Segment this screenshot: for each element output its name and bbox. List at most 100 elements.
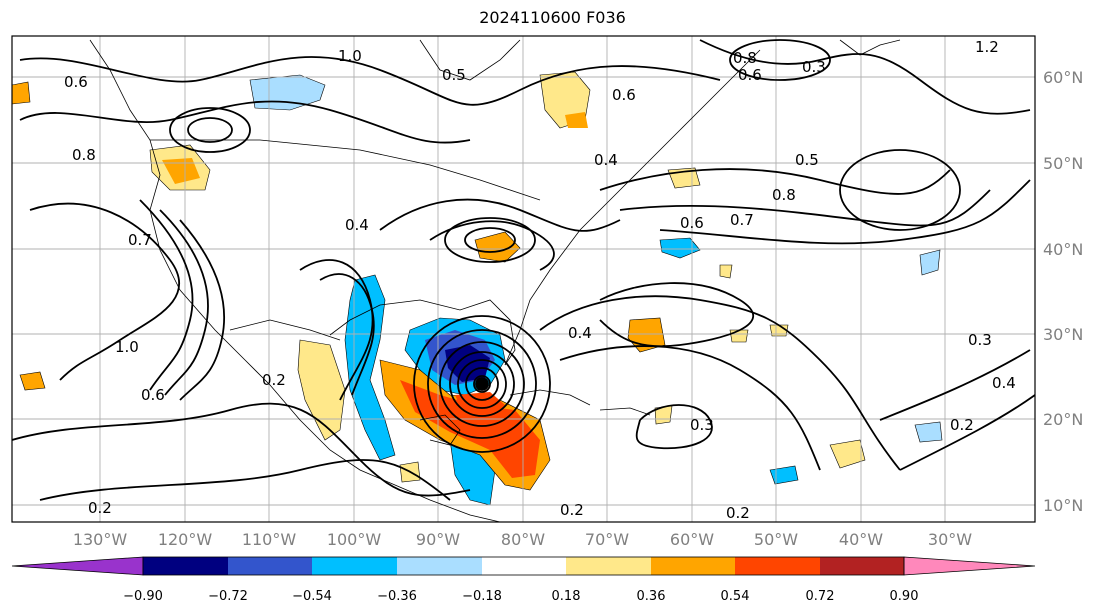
border-us-mexico xyxy=(229,319,341,341)
border-us-canada xyxy=(150,139,541,201)
hurricane-ring xyxy=(413,315,551,453)
contour-line xyxy=(699,39,1031,115)
contour-label: 0.4 xyxy=(568,324,592,342)
shade-red-caribbean xyxy=(400,380,540,478)
contour-label: 0.4 xyxy=(345,216,369,234)
hurricane-core xyxy=(475,377,489,391)
latitude-label: 30°N xyxy=(1043,325,1083,344)
hurricane-ring xyxy=(465,367,499,401)
shade-orange-pnw xyxy=(162,158,200,184)
contour-line xyxy=(635,404,713,450)
shade-blue-dark xyxy=(445,345,490,382)
colorbar-tick: −0.18 xyxy=(462,589,502,604)
contour-line xyxy=(139,199,194,391)
contour-line xyxy=(899,394,1035,471)
contour-line xyxy=(659,179,1031,245)
contour-line xyxy=(599,282,755,348)
contour-line xyxy=(39,459,451,501)
coastline-west xyxy=(89,39,501,522)
colorbar: −0.90 −0.72 −0.54 −0.36 −0.18 0.18 0.36 … xyxy=(11,556,1036,604)
contour-line xyxy=(729,39,831,81)
contour-label: 0.7 xyxy=(128,231,152,249)
colorbar-segment xyxy=(312,557,397,575)
longitude-label: 50°W xyxy=(754,530,798,549)
contour-label: 0.4 xyxy=(992,374,1016,392)
contour-label: 0.6 xyxy=(738,66,762,84)
colorbar-segment xyxy=(143,557,228,575)
colorbar-frame xyxy=(142,556,905,576)
hurricane-ring xyxy=(427,329,537,439)
colorbar-segment xyxy=(228,557,312,575)
hurricane-ring xyxy=(439,341,525,427)
contour-line xyxy=(19,56,721,106)
coastline-east xyxy=(504,49,761,366)
contour-label: 0.2 xyxy=(560,501,584,519)
contour-line xyxy=(159,209,209,396)
contour-label: 0.6 xyxy=(141,386,165,404)
contour-line xyxy=(187,117,233,143)
contour-label: 0.2 xyxy=(88,499,112,517)
contour-label: 0.2 xyxy=(726,504,750,522)
longitude-label: 40°W xyxy=(839,530,883,549)
coastline-cuba xyxy=(509,389,591,406)
longitude-label: 80°W xyxy=(501,530,545,549)
longitude-label: 130°W xyxy=(73,530,128,549)
contour-labels: 0.2 0.2 0.2 0.2 0.2 0.3 0.3 0.3 0.4 0.4 … xyxy=(64,38,1016,522)
colorbar-tick: 0.90 xyxy=(890,589,919,604)
contour-line xyxy=(444,217,536,263)
contour-line xyxy=(29,202,180,381)
contour-label: 1.0 xyxy=(115,338,139,356)
contour-label: 0.7 xyxy=(730,211,754,229)
contour-line xyxy=(12,402,471,497)
contour-label: 0.5 xyxy=(442,66,466,84)
greenland-coast xyxy=(839,39,901,56)
colorbar-tick: 0.72 xyxy=(806,589,835,604)
contour-label: 0.6 xyxy=(680,214,704,232)
colorbar-segment xyxy=(820,557,904,575)
contour-label: 0.2 xyxy=(262,371,286,389)
shade-blue-small3 xyxy=(769,465,799,485)
chart-title: 2024110600 F036 xyxy=(479,8,626,27)
latitude-label: 40°N xyxy=(1043,240,1083,259)
coastline-yucatan xyxy=(419,414,461,446)
coastline-hispaniola xyxy=(599,407,651,416)
shade-blue-small2 xyxy=(914,421,943,443)
contour-label: 1.0 xyxy=(338,47,362,65)
contour-label: 0.8 xyxy=(772,186,796,204)
hurricane-ring xyxy=(473,375,491,393)
shade-orange-west xyxy=(19,371,46,391)
longitude-label: 90°W xyxy=(416,530,460,549)
contours xyxy=(12,39,1035,501)
latitude-label: 20°N xyxy=(1043,410,1083,429)
contour-line xyxy=(319,273,375,396)
shade-yellow-misc1 xyxy=(829,439,866,469)
contour-line xyxy=(619,189,991,227)
longitude-label: 70°W xyxy=(585,530,629,549)
shade-orange-nw xyxy=(12,81,31,105)
contour-line xyxy=(879,349,1031,421)
longitude-label: 30°W xyxy=(928,530,972,549)
colorbar-segment xyxy=(735,557,820,575)
contour-line xyxy=(179,219,225,401)
hurricane-ring xyxy=(457,359,507,409)
contour-label: 0.2 xyxy=(950,416,974,434)
contour-line xyxy=(169,107,251,153)
shade-orange-canada xyxy=(565,112,588,128)
colorbar-tick: −0.36 xyxy=(377,589,417,604)
shade-blue-small1 xyxy=(659,237,701,259)
longitude-label: 60°W xyxy=(670,530,714,549)
contour-label: 0.8 xyxy=(733,49,757,67)
latitude-label: 60°N xyxy=(1043,68,1083,87)
colorbar-tick: −0.90 xyxy=(123,589,163,604)
shade-blue-mexico xyxy=(344,274,396,461)
contour-label: 0.3 xyxy=(690,416,714,434)
colorbar-tick: 0.54 xyxy=(721,589,750,604)
latitude-label: 50°N xyxy=(1043,154,1083,173)
contour-label: 0.8 xyxy=(72,146,96,164)
colorbar-segment xyxy=(397,557,482,575)
contour-label: 0.4 xyxy=(594,151,618,169)
contour-line xyxy=(599,168,951,195)
contour-line xyxy=(19,100,471,144)
contour-label: 0.3 xyxy=(802,58,826,76)
